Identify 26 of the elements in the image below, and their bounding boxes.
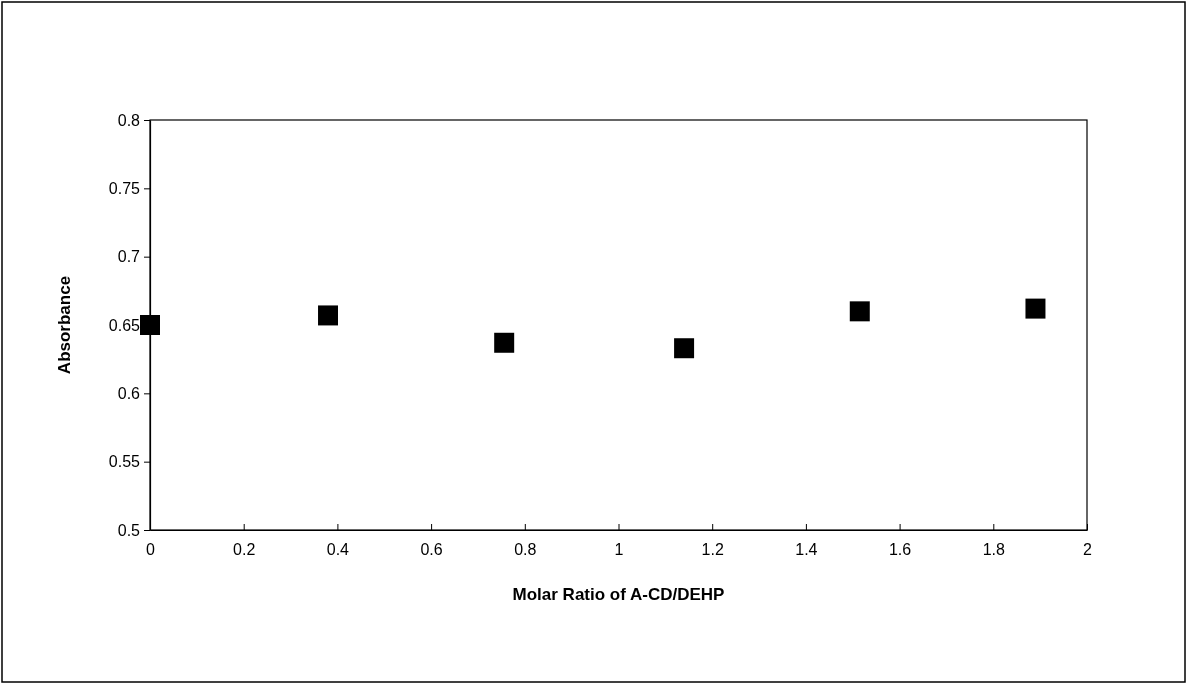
y-tick-label: 0.65 [108, 316, 141, 334]
y-tick-label: 0.8 [117, 111, 141, 129]
y-tick-label: 0.7 [117, 248, 141, 266]
x-tick-label: 0 [146, 541, 156, 559]
point [318, 305, 339, 326]
y-axis-title: Absorbance [55, 275, 74, 375]
x-tick-label: 1.6 [888, 541, 912, 559]
point [1025, 298, 1046, 319]
x-tick-label: 1.2 [701, 541, 724, 559]
y-tick-label: 0.5 [117, 521, 141, 539]
y-tick-label: 0.55 [108, 453, 141, 471]
point [849, 301, 870, 322]
x-tick-label: 1.8 [982, 541, 1006, 559]
x-tick-label: 0.8 [514, 541, 537, 559]
x-tick-label: 2 [1083, 541, 1093, 559]
x-tick-label: 1 [614, 541, 624, 559]
x-tick-label: 0.6 [420, 541, 443, 559]
x-axis-title: Molar Ratio of A-CD/DEHP [512, 585, 725, 604]
x-tick-label: 0.4 [326, 541, 350, 559]
x-tick-label: 0.2 [233, 541, 256, 559]
point [494, 332, 515, 353]
x-tick-label: 1.4 [795, 541, 818, 559]
y-tick-label: 0.75 [108, 179, 141, 197]
point [140, 315, 160, 335]
point [674, 338, 695, 359]
y-tick-label: 0.6 [117, 384, 141, 402]
